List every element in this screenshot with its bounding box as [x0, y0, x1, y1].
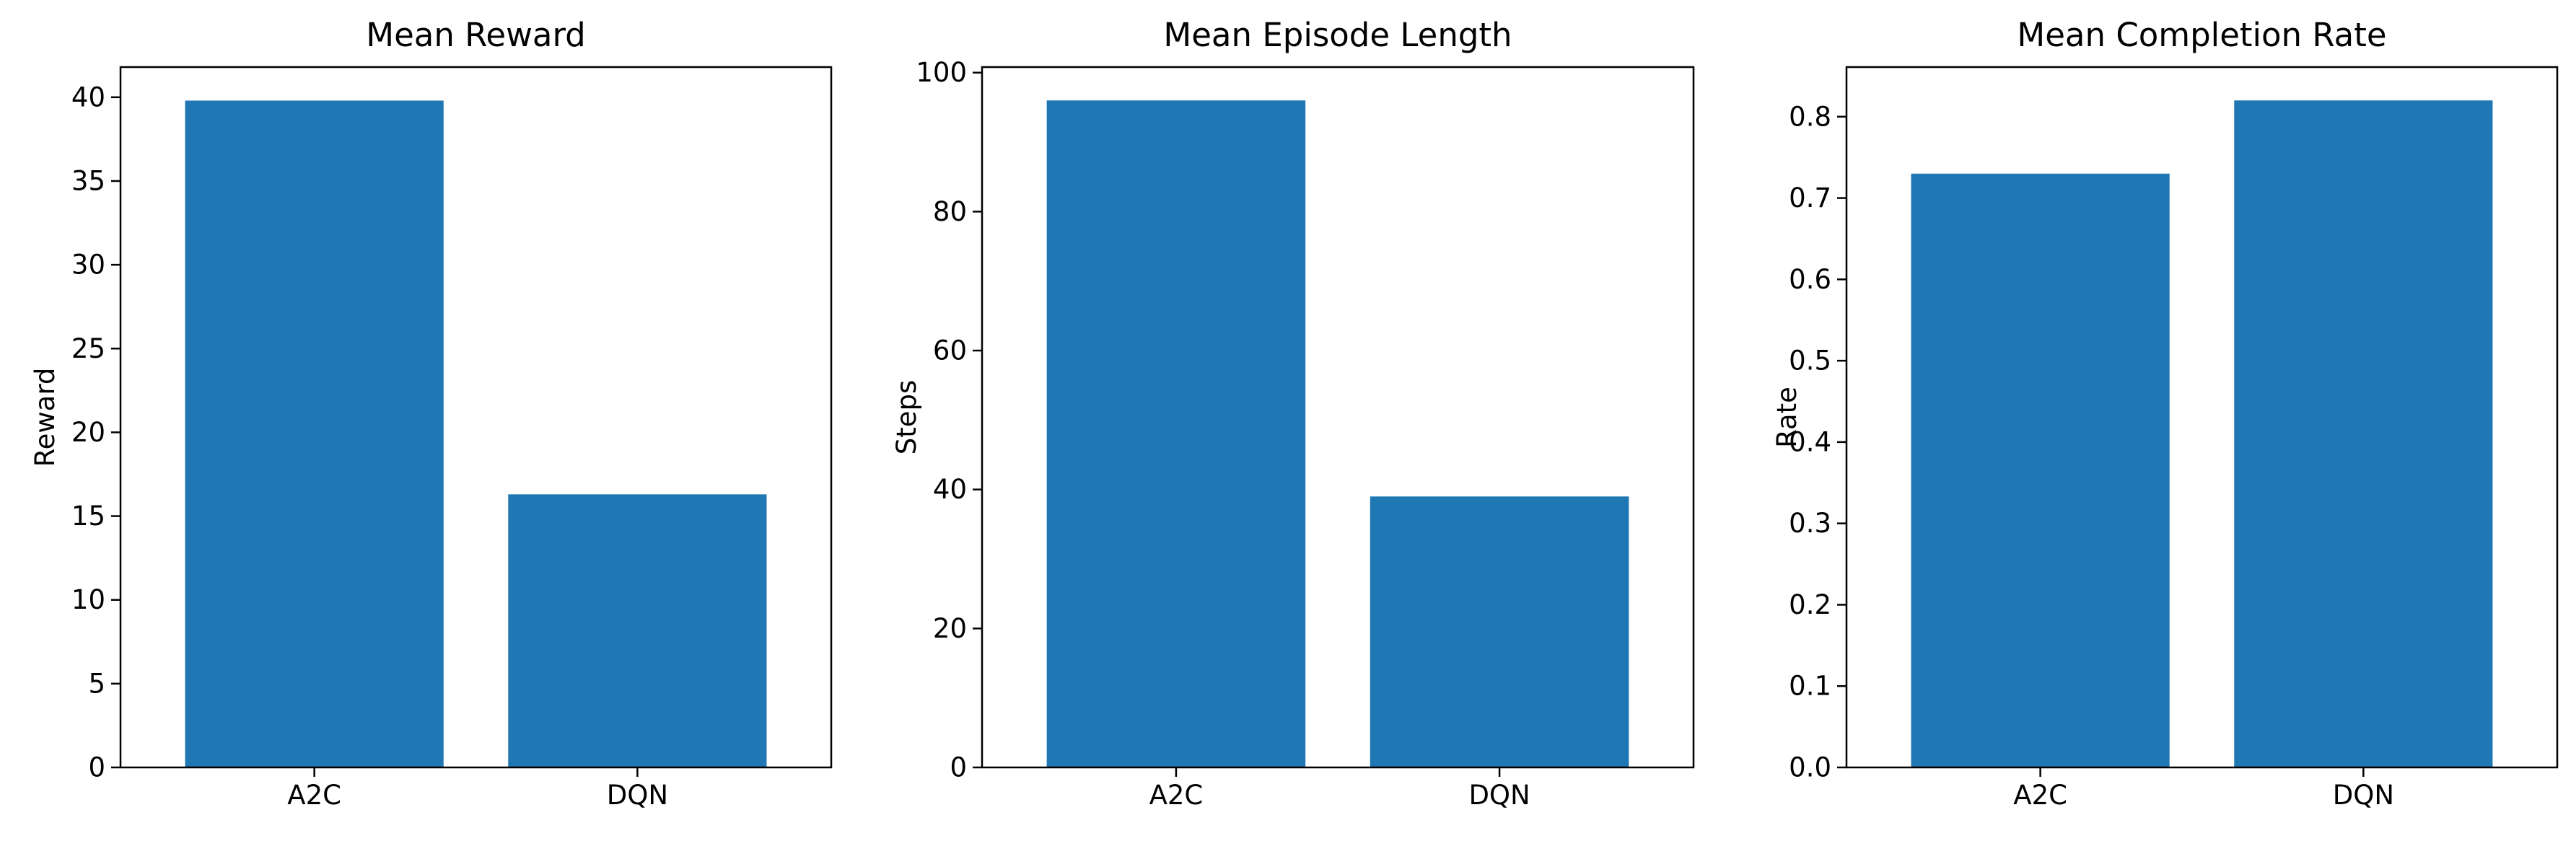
bar-a2c: [1046, 100, 1306, 767]
y-tick-label: 0.7: [1789, 182, 1831, 213]
y-axis-label: Reward: [30, 368, 61, 467]
y-tick-label: 0.2: [1789, 589, 1831, 620]
y-tick-label: 30: [71, 250, 105, 281]
bar-dqn: [2234, 100, 2493, 767]
chart-panel-3: 0.0 0.1 0.2 0.3 0.4 0.5 0.6 0.7 0.8 A2C DQN Mean Co…: [1771, 16, 2559, 811]
y-tick-label: 15: [71, 501, 105, 532]
bar-a2c: [1911, 173, 2170, 768]
x-tick-label: A2C: [2013, 780, 2067, 811]
y-tick-label: 60: [933, 335, 967, 366]
y-tick-label: 10: [71, 584, 105, 615]
x-tick-label: A2C: [1149, 780, 1204, 811]
chart-panel-2: 0 20 40 60 80 100 A2C DQN Mean Episode Length Ste…: [891, 16, 1695, 811]
y-tick-label: 0: [950, 752, 967, 783]
y-tick-label: 40: [933, 474, 967, 505]
x-tick-label: DQN: [607, 780, 668, 811]
x-tick-label: DQN: [2333, 780, 2394, 811]
y-axis-label: Rate: [1771, 387, 1802, 448]
plot-frame: [981, 66, 1695, 769]
y-tick-label: 20: [933, 613, 967, 644]
y-tick-label: 0.3: [1789, 508, 1831, 539]
x-tick-label: A2C: [287, 780, 341, 811]
y-axis-label: Steps: [891, 380, 922, 455]
bar-a2c: [185, 100, 444, 767]
y-tick-label: 25: [71, 333, 105, 364]
y-tick-label: 0.8: [1789, 101, 1831, 132]
plot-frame: [119, 66, 833, 769]
bar-dqn: [1370, 496, 1629, 767]
x-tick-label: DQN: [1468, 780, 1530, 811]
y-tick-label: 20: [71, 417, 105, 448]
y-tick-label: 0.5: [1789, 345, 1831, 377]
y-tick-label: 0: [88, 752, 105, 783]
chart-panel-1: 0 5 10 15 20 25 30 35 40 A2C DQN Mean Reward Reward: [30, 16, 833, 811]
y-tick-label: 0.6: [1789, 264, 1831, 295]
y-tick-label: 35: [71, 165, 105, 196]
plot-frame: [1845, 66, 2559, 769]
bar-dqn: [508, 494, 767, 767]
y-tick-label: 80: [933, 196, 967, 227]
chart-title: Mean Completion Rate: [2017, 16, 2386, 54]
y-tick-label: 0.1: [1789, 671, 1831, 702]
chart-title: Mean Reward: [366, 16, 586, 54]
y-tick-label: 100: [916, 57, 967, 88]
y-tick-label: 0.0: [1789, 752, 1831, 783]
y-tick-label: 40: [71, 82, 105, 113]
y-tick-label: 0.4: [1789, 426, 1831, 457]
chart-title: Mean Episode Length: [1163, 16, 1512, 54]
y-tick-label: 5: [88, 668, 105, 699]
